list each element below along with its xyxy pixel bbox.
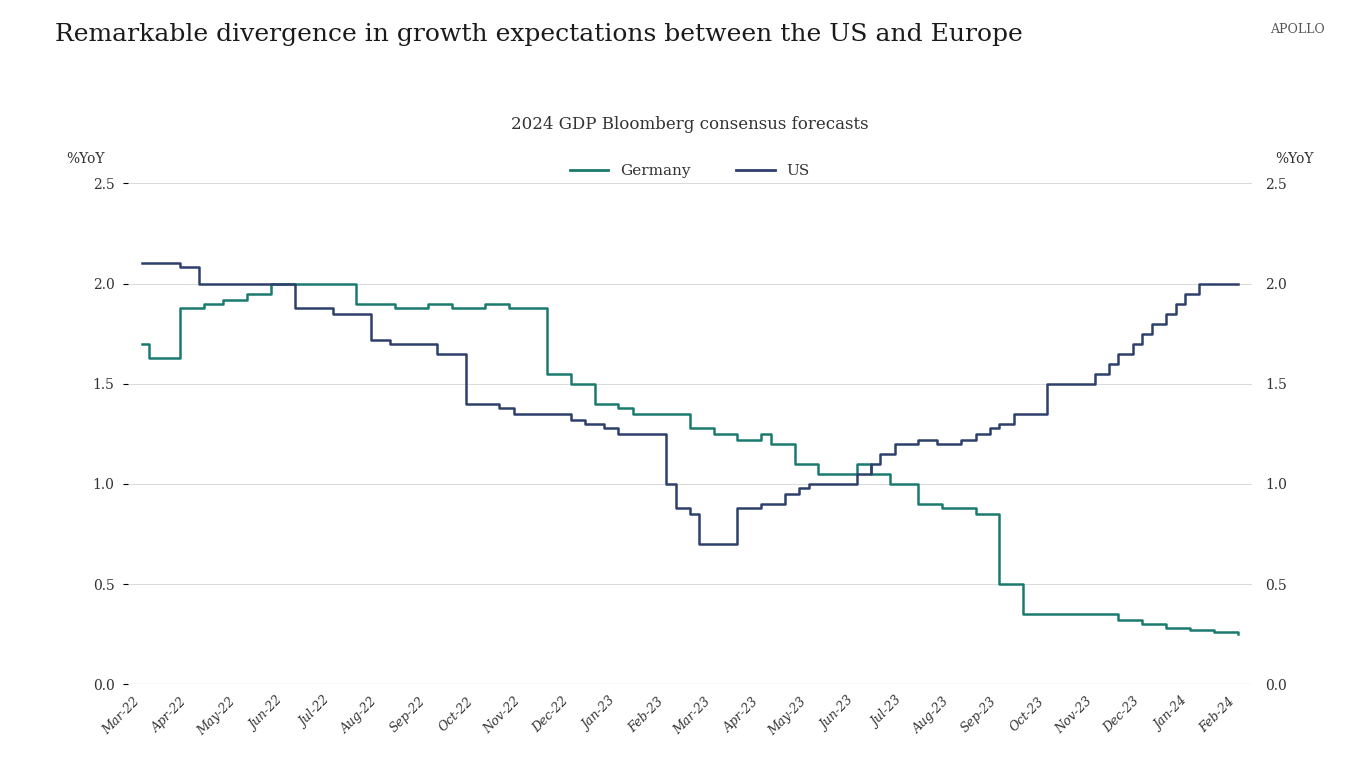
Line: US: US — [142, 263, 1238, 544]
US — [134, 259, 150, 268]
Text: %YoY: %YoY — [66, 152, 105, 166]
Germany — [134, 339, 150, 348]
Text: %YoY: %YoY — [1274, 152, 1314, 166]
US — [1101, 369, 1117, 379]
US — [1101, 359, 1117, 369]
Germany — [538, 369, 555, 379]
Germany — [762, 429, 779, 439]
Germany — [1229, 630, 1246, 639]
US — [910, 439, 926, 449]
US — [1229, 279, 1246, 288]
Germany — [563, 369, 579, 379]
Germany — [262, 279, 279, 288]
Germany — [387, 303, 403, 312]
Legend: Germany, US: Germany, US — [564, 158, 816, 184]
US — [691, 539, 708, 548]
Text: Remarkable divergence in growth expectations between the US and Europe: Remarkable divergence in growth expectat… — [55, 23, 1022, 46]
Text: APOLLO: APOLLO — [1270, 23, 1325, 36]
Germany — [611, 403, 627, 412]
US — [1086, 369, 1102, 379]
Text: 2024 GDP Bloomberg consensus forecasts: 2024 GDP Bloomberg consensus forecasts — [511, 116, 869, 133]
US — [1005, 409, 1022, 419]
Germany — [624, 409, 641, 419]
Line: Germany: Germany — [142, 283, 1238, 634]
US — [1124, 349, 1141, 358]
